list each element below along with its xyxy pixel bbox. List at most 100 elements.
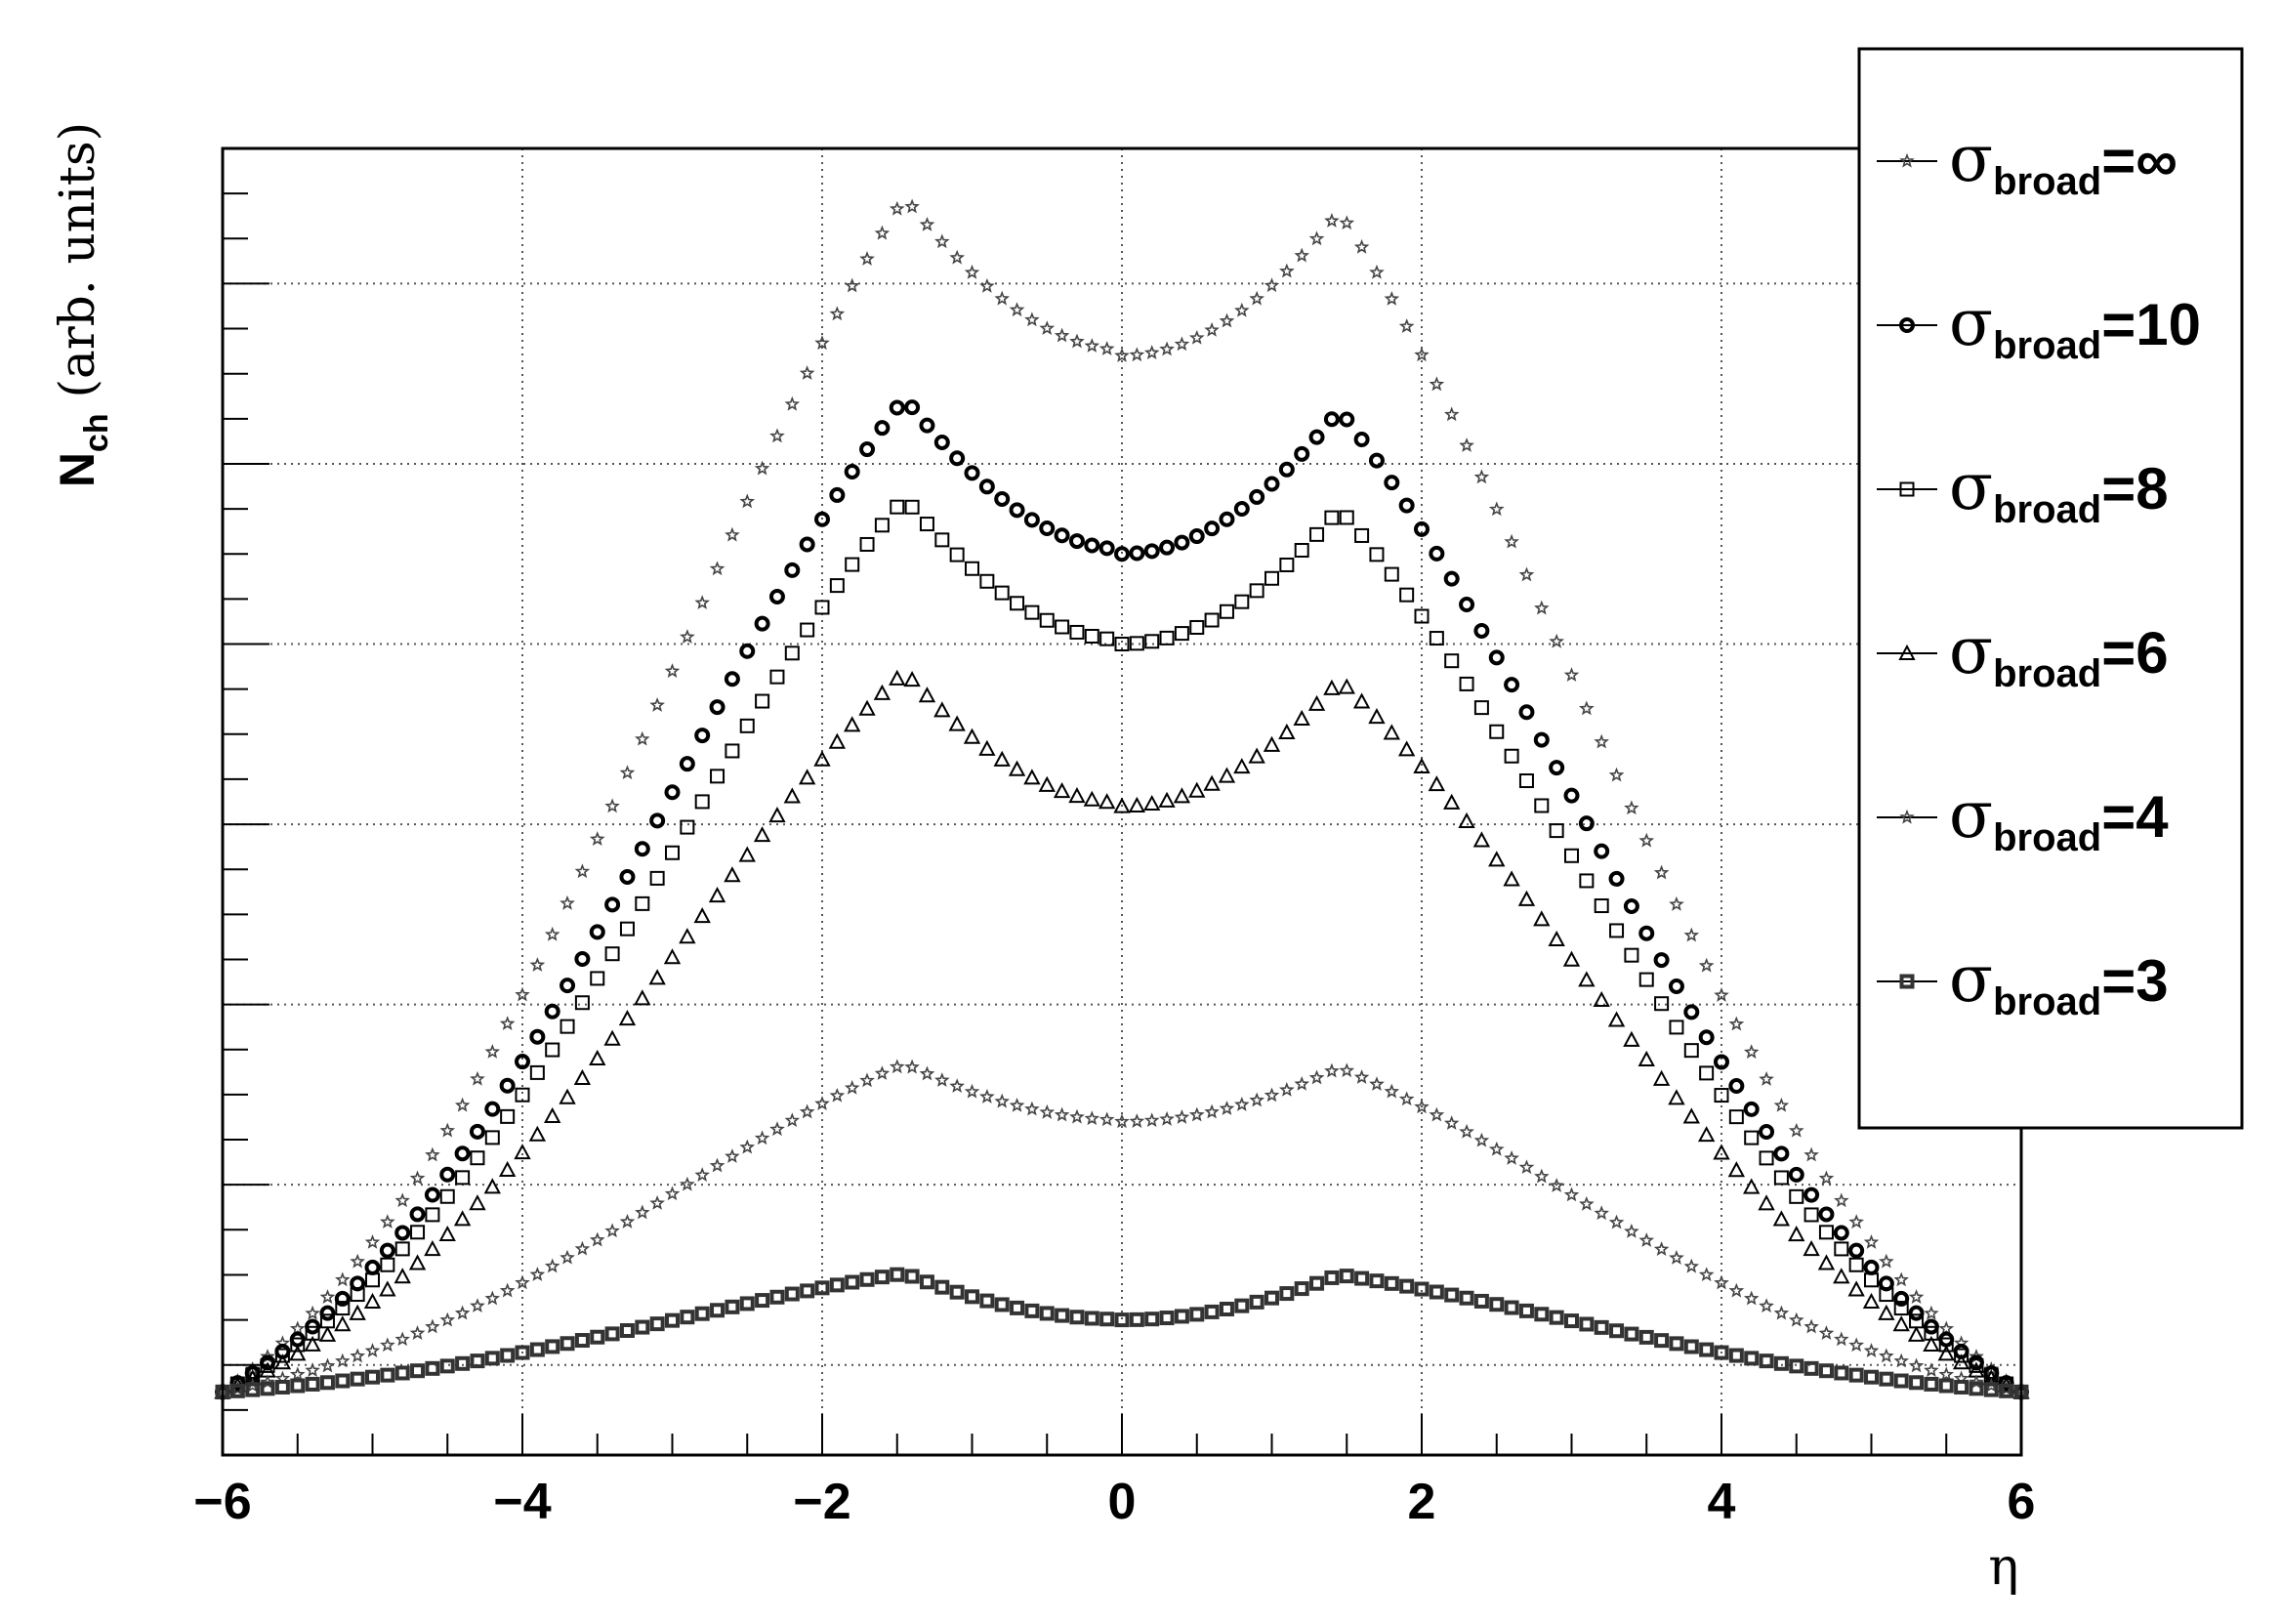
data-point <box>1399 587 1415 603</box>
data-point <box>1264 476 1280 492</box>
data-point <box>1189 619 1205 635</box>
data-point <box>769 1289 785 1305</box>
data-point <box>1323 679 1341 695</box>
data-point <box>1518 704 1535 721</box>
data-point <box>1624 947 1639 963</box>
data-point <box>709 561 725 576</box>
legend-marker <box>1899 809 1915 824</box>
data-point <box>1068 533 1085 550</box>
data-point <box>679 928 696 944</box>
data-point <box>1352 692 1371 709</box>
data-point <box>1728 1016 1745 1031</box>
data-point <box>470 1150 485 1166</box>
data-point <box>364 1343 381 1357</box>
data-point <box>1429 1106 1445 1122</box>
data-point <box>1848 1257 1864 1272</box>
data-point <box>544 1003 560 1020</box>
data-point <box>1443 793 1461 810</box>
data-point <box>635 895 650 911</box>
legend-marker <box>1899 152 1915 168</box>
data-point <box>964 1083 980 1099</box>
data-point <box>1728 1282 1745 1298</box>
data-point <box>1878 1253 1894 1269</box>
data-point <box>1219 312 1235 328</box>
data-point <box>1834 1241 1849 1257</box>
data-point <box>499 1016 516 1030</box>
legend-label: σbroad=8 <box>1949 449 2169 531</box>
x-tick-label: 4 <box>1708 1474 1736 1530</box>
data-series <box>214 198 2030 1400</box>
data-point <box>994 1093 1010 1108</box>
data-point <box>1893 1301 1909 1316</box>
data-point <box>1174 626 1189 642</box>
data-point <box>1504 533 1519 549</box>
data-point <box>1909 1375 1925 1391</box>
data-point <box>1818 1170 1835 1186</box>
data-point <box>783 787 801 804</box>
data-point <box>1084 1110 1100 1126</box>
data-point <box>604 896 621 913</box>
data-point <box>648 969 666 985</box>
data-point <box>619 1214 636 1228</box>
data-point <box>1473 469 1490 484</box>
data-point <box>1473 622 1490 639</box>
data-point <box>1594 843 1610 859</box>
data-point <box>1682 1107 1700 1124</box>
data-point <box>1023 512 1040 528</box>
data-point <box>679 629 695 645</box>
data-point <box>1459 676 1474 691</box>
data-point <box>1204 321 1220 337</box>
data-point <box>680 1310 695 1325</box>
data-point <box>739 1139 756 1154</box>
data-point <box>1158 791 1176 808</box>
data-point <box>1204 521 1221 537</box>
data-point <box>1773 1170 1789 1186</box>
data-point <box>1728 1109 1744 1125</box>
data-point <box>1938 1378 1954 1394</box>
data-point <box>334 1315 352 1332</box>
data-point <box>1054 1106 1070 1122</box>
data-point <box>1278 1082 1295 1097</box>
data-point <box>1848 1214 1865 1229</box>
data-point <box>1518 1159 1535 1175</box>
data-point <box>965 561 979 576</box>
data-point <box>335 1301 351 1316</box>
data-point <box>1624 1326 1639 1342</box>
data-point <box>859 441 876 458</box>
data-point <box>1084 338 1100 353</box>
data-point <box>1473 700 1489 716</box>
data-point <box>409 1206 426 1223</box>
series-4 <box>214 669 2030 1399</box>
data-point <box>1594 1205 1609 1221</box>
data-point <box>1353 238 1370 254</box>
data-point <box>1744 1351 1760 1366</box>
data-point <box>1803 1360 1819 1376</box>
series-6 <box>215 1267 2029 1399</box>
data-point <box>349 1304 366 1320</box>
data-point <box>1399 1278 1415 1294</box>
data-point <box>515 986 530 1002</box>
data-point <box>694 595 710 609</box>
data-point <box>1489 724 1505 739</box>
data-point <box>319 1357 336 1373</box>
data-point <box>529 957 546 972</box>
data-point <box>1818 1206 1835 1223</box>
data-point <box>1983 1382 1999 1397</box>
data-point <box>589 1231 605 1247</box>
data-point <box>1384 1083 1400 1099</box>
data-point <box>1818 1225 1834 1240</box>
data-point <box>858 699 876 716</box>
data-point <box>364 1233 381 1249</box>
legend-marker <box>1899 317 1915 333</box>
data-point <box>1039 320 1056 335</box>
data-point <box>319 1305 336 1321</box>
data-point <box>1293 709 1310 726</box>
data-point <box>1773 1097 1790 1112</box>
data-point <box>1233 758 1251 774</box>
data-point <box>560 895 575 910</box>
data-point <box>1024 1303 1040 1318</box>
data-point <box>455 1170 471 1186</box>
data-point <box>845 557 860 572</box>
data-point <box>1188 1106 1205 1122</box>
data-point <box>1564 848 1579 863</box>
